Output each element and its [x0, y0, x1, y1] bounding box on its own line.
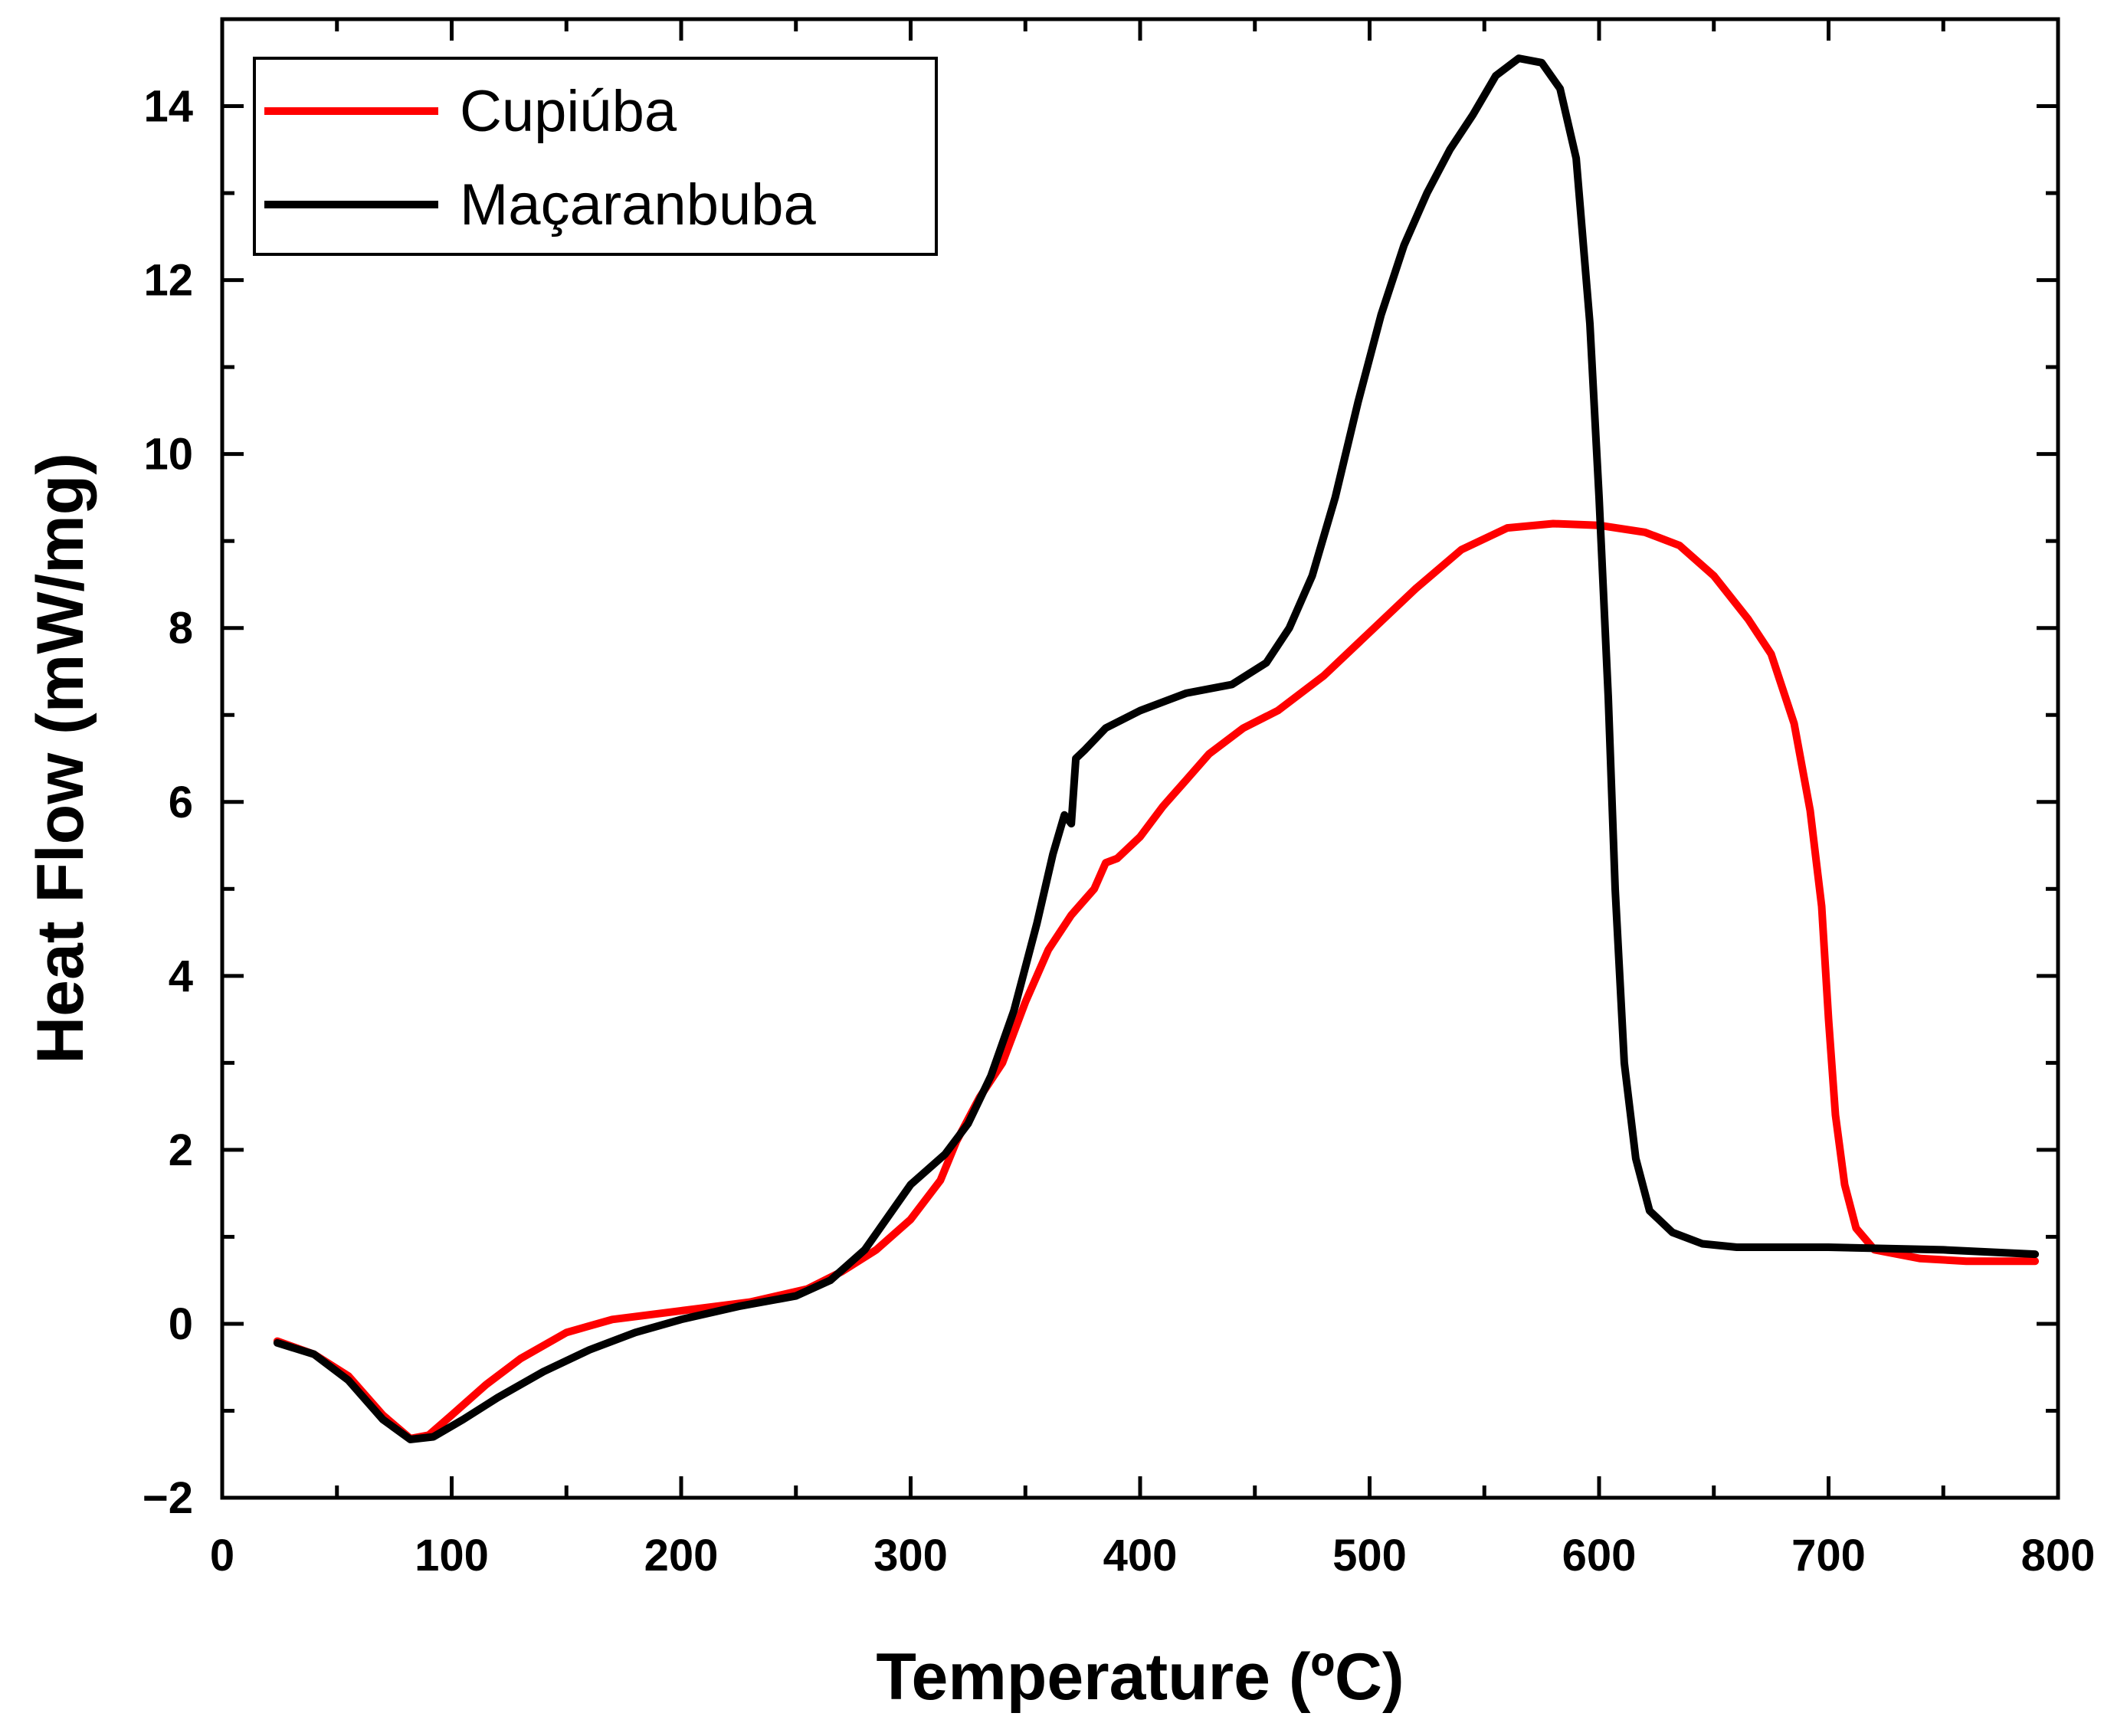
series-layer [273, 54, 2040, 1443]
x-tick-label: 600 [1562, 1531, 1637, 1580]
y-tick-label: 2 [169, 1125, 193, 1175]
legend-label-macaranbuba: Maçaranbuba [460, 172, 816, 237]
y-tick-label: 14 [143, 82, 193, 132]
y-tick-label: 8 [169, 604, 193, 653]
legend-label-cupiuba: Cupiúba [460, 79, 677, 144]
y-tick-label: 12 [143, 256, 193, 306]
x-tick-label: 0 [210, 1531, 234, 1580]
x-tick-label: 100 [415, 1531, 489, 1580]
y-tick-label: −2 [143, 1473, 193, 1523]
y-tick-label: 0 [169, 1299, 193, 1349]
x-tick-label: 500 [1332, 1531, 1407, 1580]
y-tick-label: 6 [169, 778, 193, 827]
ticks-layer: 0 100 200 300 400 500 600 700 800 −2 0 2 4 6 8 10 12 14 [143, 17, 2096, 1580]
x-tick-label: 400 [1103, 1531, 1178, 1580]
series-line-macaranbuba [273, 54, 2040, 1443]
x-tick-label: 800 [2021, 1531, 2096, 1580]
x-tick-label: 700 [1791, 1531, 1866, 1580]
y-tick-label: 4 [169, 952, 193, 1001]
legend: Cupiúba Maçaranbuba [253, 57, 938, 256]
series-line-cupiuba [273, 519, 2040, 1443]
x-axis-title: Temperature (ºC) [876, 1640, 1404, 1714]
x-tick-label: 300 [873, 1531, 948, 1580]
y-axis-title: Heat Flow (mW/mg) [24, 453, 97, 1064]
y-tick-label: 10 [143, 430, 193, 480]
legend-box [253, 57, 938, 256]
x-tick-label: 200 [644, 1531, 719, 1580]
